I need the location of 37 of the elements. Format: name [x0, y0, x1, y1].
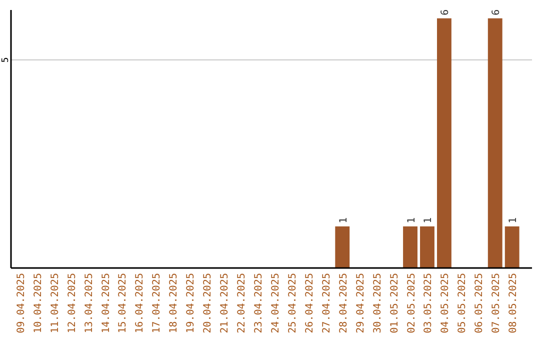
data-label: 1: [338, 217, 350, 224]
x-tick-label: 01.05.2025: [389, 273, 400, 334]
x-tick-label: 10.04.2025: [32, 273, 44, 334]
x-tick-label: 08.05.2025: [508, 273, 520, 334]
x-tick-label: 02.05.2025: [406, 273, 418, 334]
x-tick-label: 23.04.2025: [254, 273, 265, 334]
x-tick-label: 14.04.2025: [100, 273, 112, 334]
ref-line-label: 5: [1, 57, 11, 63]
x-tick-label: 15.04.2025: [118, 273, 129, 334]
x-tick-label: 09.04.2025: [16, 273, 27, 334]
x-tick-label: 16.04.2025: [134, 273, 146, 334]
x-tick-label: 19.04.2025: [186, 273, 197, 334]
x-tick-label: 22.04.2025: [236, 273, 248, 334]
x-tick-label: 12.04.2025: [66, 273, 78, 334]
x-tick-label: 27.04.2025: [321, 273, 332, 334]
x-tick-label: 17.04.2025: [152, 273, 163, 334]
x-tick-label: 21.04.2025: [220, 273, 231, 334]
x-tick-label: 29.04.2025: [355, 273, 366, 334]
x-tick-label: 05.05.2025: [457, 273, 468, 334]
x-tick-label: 26.04.2025: [304, 273, 316, 334]
data-label: 1: [508, 217, 520, 224]
x-tick-label: 07.05.2025: [491, 273, 502, 334]
x-tick-label: 06.05.2025: [474, 273, 486, 334]
x-tick-label: 03.05.2025: [423, 273, 434, 334]
data-label: 1: [423, 217, 434, 224]
x-tick-label: 24.04.2025: [270, 273, 282, 334]
data-label: 6: [491, 9, 502, 16]
data-label: 6: [440, 9, 452, 16]
x-tick-label: 11.04.2025: [50, 273, 61, 334]
x-tick-label: 25.04.2025: [287, 273, 298, 334]
x-tick-label: 13.04.2025: [84, 273, 95, 334]
x-tick-label: 20.04.2025: [202, 273, 214, 334]
x-tick-label: 30.04.2025: [372, 273, 384, 334]
x-tick-label: 28.04.2025: [338, 273, 350, 334]
data-label: 1: [406, 217, 418, 224]
x-tick-label: 04.05.2025: [440, 273, 452, 334]
x-tick-label: 18.04.2025: [168, 273, 180, 334]
